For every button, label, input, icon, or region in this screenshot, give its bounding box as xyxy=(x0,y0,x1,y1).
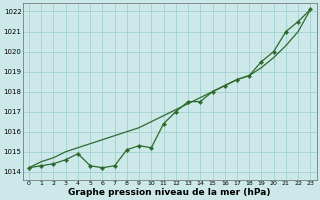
X-axis label: Graphe pression niveau de la mer (hPa): Graphe pression niveau de la mer (hPa) xyxy=(68,188,271,197)
